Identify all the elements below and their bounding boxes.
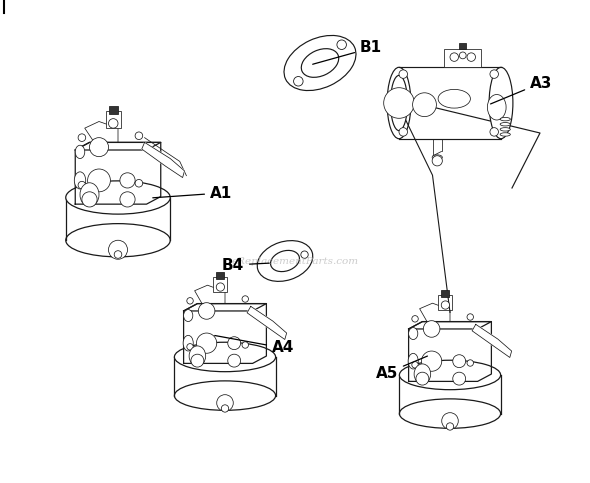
Circle shape [412,315,418,322]
Ellipse shape [175,381,276,411]
Bar [438,295,452,310]
Circle shape [198,303,215,319]
Circle shape [217,395,233,411]
Ellipse shape [409,327,418,340]
Circle shape [196,333,217,353]
Circle shape [337,40,346,49]
Circle shape [453,355,466,368]
Ellipse shape [438,89,470,108]
Polygon shape [142,142,185,178]
Circle shape [490,70,499,78]
Circle shape [399,128,408,136]
Text: A3: A3 [490,75,552,104]
Ellipse shape [399,399,500,428]
Circle shape [217,283,225,291]
Circle shape [441,301,450,309]
Ellipse shape [65,224,171,257]
Circle shape [450,53,458,61]
Circle shape [242,296,248,302]
Circle shape [109,119,118,128]
Circle shape [135,132,143,140]
Circle shape [114,251,122,258]
Circle shape [399,70,408,78]
Ellipse shape [257,241,313,282]
Bar [216,272,224,279]
Circle shape [228,337,241,350]
Ellipse shape [65,181,171,214]
Circle shape [467,360,473,366]
Ellipse shape [391,75,408,130]
Ellipse shape [80,183,99,207]
Circle shape [384,88,414,118]
Ellipse shape [408,354,418,369]
Circle shape [109,240,127,259]
Text: A1: A1 [153,185,232,200]
Circle shape [78,181,86,189]
Circle shape [294,76,303,86]
Ellipse shape [432,155,442,160]
Ellipse shape [271,250,300,271]
Ellipse shape [500,117,510,121]
Circle shape [301,251,308,258]
Circle shape [242,342,248,348]
Ellipse shape [500,133,510,136]
Text: B4: B4 [222,257,269,272]
Circle shape [446,423,454,430]
Polygon shape [247,306,287,340]
Text: B1: B1 [313,41,382,64]
Circle shape [416,372,429,385]
Circle shape [467,314,473,320]
Circle shape [423,321,440,337]
Ellipse shape [500,123,510,126]
Circle shape [460,52,466,59]
Ellipse shape [284,35,356,90]
Text: A5: A5 [376,356,427,381]
Circle shape [82,192,97,207]
Circle shape [412,93,437,116]
Ellipse shape [189,346,206,366]
Circle shape [78,134,86,142]
Circle shape [120,173,135,188]
Bar [213,277,227,292]
Bar [441,290,449,297]
Circle shape [412,362,418,368]
Ellipse shape [301,49,339,77]
Circle shape [467,53,476,61]
Circle shape [90,138,109,156]
Circle shape [453,372,466,385]
Circle shape [187,298,194,304]
Circle shape [120,192,135,207]
Text: eReplacementParts.com: eReplacementParts.com [231,256,359,266]
Polygon shape [472,325,512,357]
Circle shape [135,180,143,187]
Bar [460,43,466,49]
Ellipse shape [500,128,510,131]
Ellipse shape [74,172,86,189]
Circle shape [432,156,442,166]
FancyBboxPatch shape [444,49,481,67]
Ellipse shape [399,360,500,390]
Text: A4: A4 [215,336,294,355]
Ellipse shape [489,67,513,139]
Circle shape [191,354,204,367]
Circle shape [442,412,458,429]
Bar [106,111,121,128]
Circle shape [87,169,110,192]
Ellipse shape [175,342,276,372]
Ellipse shape [183,310,193,322]
Ellipse shape [487,95,506,120]
Circle shape [221,405,229,412]
Circle shape [228,354,241,367]
Circle shape [421,351,442,371]
Ellipse shape [183,335,194,351]
Ellipse shape [414,364,431,384]
Circle shape [490,128,499,136]
Ellipse shape [76,145,85,158]
Circle shape [187,343,194,350]
Ellipse shape [387,67,411,139]
Bar [109,106,118,114]
